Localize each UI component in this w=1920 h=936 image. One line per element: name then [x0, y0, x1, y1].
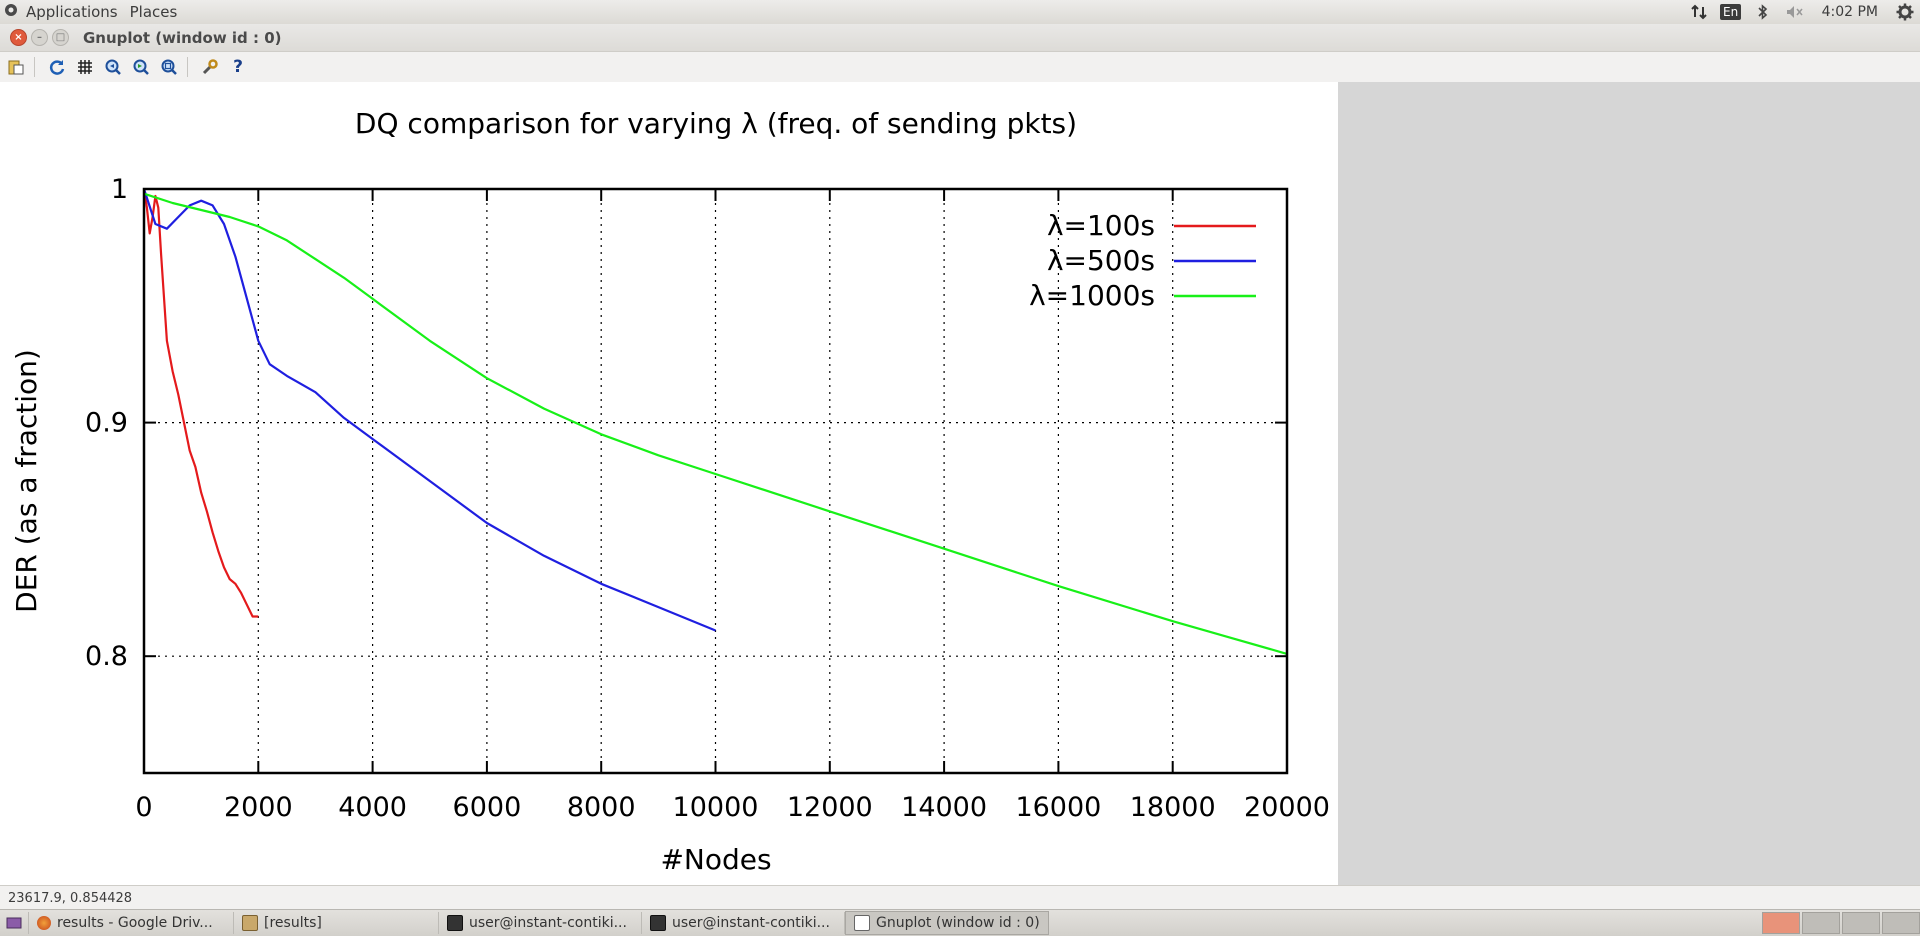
bluetooth-icon[interactable] [1752, 2, 1774, 22]
top-panel: Applications Places En 4:02 PM [0, 0, 1920, 25]
network-icon[interactable] [1688, 2, 1710, 22]
x-tick-label: 2000 [224, 792, 293, 823]
copy-clipboard-icon[interactable] [4, 55, 28, 79]
taskbar-item-label: user@instant-contiki... [469, 915, 627, 931]
ubuntu-logo-icon[interactable] [0, 3, 20, 21]
taskbar-item[interactable]: [results] [234, 912, 439, 934]
axis-ticks: 0 2000 4000 6000 8000 10000 12000 14000 16000 180… [85, 174, 1330, 823]
clock[interactable]: 4:02 PM [1821, 4, 1878, 20]
help-icon[interactable]: ? [233, 57, 243, 77]
legend-label: λ=500s [1047, 244, 1155, 277]
y-axis-title: DER (as a fraction) [10, 349, 43, 613]
series-layer [142, 188, 1288, 655]
keyboard-layout-indicator[interactable]: En [1719, 2, 1742, 22]
window-title: Gnuplot (window id : 0) [83, 28, 282, 47]
status-bar: 23617.9, 0.854428 [0, 885, 1920, 910]
grid-icon[interactable] [73, 55, 97, 79]
minimize-button[interactable]: – [31, 29, 48, 46]
workspace-4[interactable] [1882, 912, 1920, 934]
x-tick-label: 16000 [1015, 792, 1101, 823]
show-desktop-button[interactable] [0, 912, 29, 934]
series-line [142, 188, 716, 632]
top-panel-menu: Applications Places [0, 0, 183, 24]
volume-muted-icon[interactable] [1784, 2, 1806, 22]
plot-canvas[interactable]: DQ comparison for varying λ (freq. of se… [0, 82, 1338, 885]
toolbar-separator [187, 57, 188, 77]
firefox-icon [37, 916, 51, 930]
keyboard-layout-label: En [1719, 4, 1742, 20]
x-tick-label: 6000 [453, 792, 522, 823]
window-title-bar[interactable]: × – □ Gnuplot (window id : 0) [0, 24, 1920, 52]
cursor-coordinates: 23617.9, 0.854428 [8, 890, 133, 906]
x-tick-label: 14000 [901, 792, 987, 823]
gnuplot-icon [854, 915, 870, 931]
series-line [143, 192, 1288, 655]
plot-border [142, 187, 1289, 775]
workspace-3[interactable] [1842, 912, 1880, 934]
plot-svg[interactable]: DQ comparison for varying λ (freq. of se… [0, 82, 1338, 885]
x-tick-label: 0 [135, 792, 152, 823]
gnuplot-toolbar: ? [0, 52, 1920, 82]
chart-title: DQ comparison for varying λ (freq. of se… [355, 107, 1077, 140]
file-manager-icon [242, 915, 258, 931]
x-tick-label: 10000 [673, 792, 759, 823]
x-tick-label: 4000 [338, 792, 407, 823]
taskbar-item-label: user@instant-contiki... [672, 915, 830, 931]
taskbar: results - Google Driv... [results] user@… [0, 909, 1920, 936]
legend-label: λ=100s [1047, 209, 1155, 242]
workspace-switcher [1762, 912, 1920, 934]
taskbar-item-label: [results] [264, 915, 322, 931]
places-menu[interactable]: Places [129, 3, 178, 21]
taskbar-item-label: results - Google Driv... [57, 915, 213, 931]
x-tick-label: 12000 [787, 792, 873, 823]
legend-label: λ=1000s [1029, 279, 1155, 312]
zoom-next-icon[interactable] [129, 55, 153, 79]
taskbar-item[interactable]: user@instant-contiki... [642, 912, 845, 934]
options-wrench-icon[interactable] [198, 55, 222, 79]
x-axis-title: #Nodes [660, 843, 771, 876]
workspace-1[interactable] [1762, 912, 1800, 934]
terminal-icon [447, 915, 463, 931]
y-tick-label: 1 [111, 174, 128, 205]
x-tick-label: 8000 [567, 792, 636, 823]
x-tick-label: 20000 [1244, 792, 1330, 823]
y-tick-label: 0.9 [85, 408, 128, 439]
gear-icon[interactable] [1894, 2, 1916, 22]
unzoom-icon[interactable] [157, 55, 181, 79]
replot-icon[interactable] [45, 55, 69, 79]
canvas-empty-area [1338, 82, 1920, 885]
system-tray: En 4:02 PM [1688, 0, 1916, 24]
terminal-icon [650, 915, 666, 931]
toolbar-separator [34, 57, 35, 77]
zoom-previous-icon[interactable] [101, 55, 125, 79]
taskbar-item-active[interactable]: Gnuplot (window id : 0) [845, 911, 1049, 935]
taskbar-item[interactable]: results - Google Driv... [29, 912, 234, 934]
close-button[interactable]: × [10, 29, 27, 46]
workspace-2[interactable] [1802, 912, 1840, 934]
taskbar-item-label: Gnuplot (window id : 0) [876, 915, 1040, 931]
grid-lines [144, 189, 1287, 773]
series-line [142, 188, 259, 618]
applications-menu[interactable]: Applications [26, 3, 118, 21]
maximize-button[interactable]: □ [52, 29, 69, 46]
y-tick-label: 0.8 [85, 641, 128, 672]
x-tick-label: 18000 [1130, 792, 1216, 823]
taskbar-item[interactable]: user@instant-contiki... [439, 912, 642, 934]
